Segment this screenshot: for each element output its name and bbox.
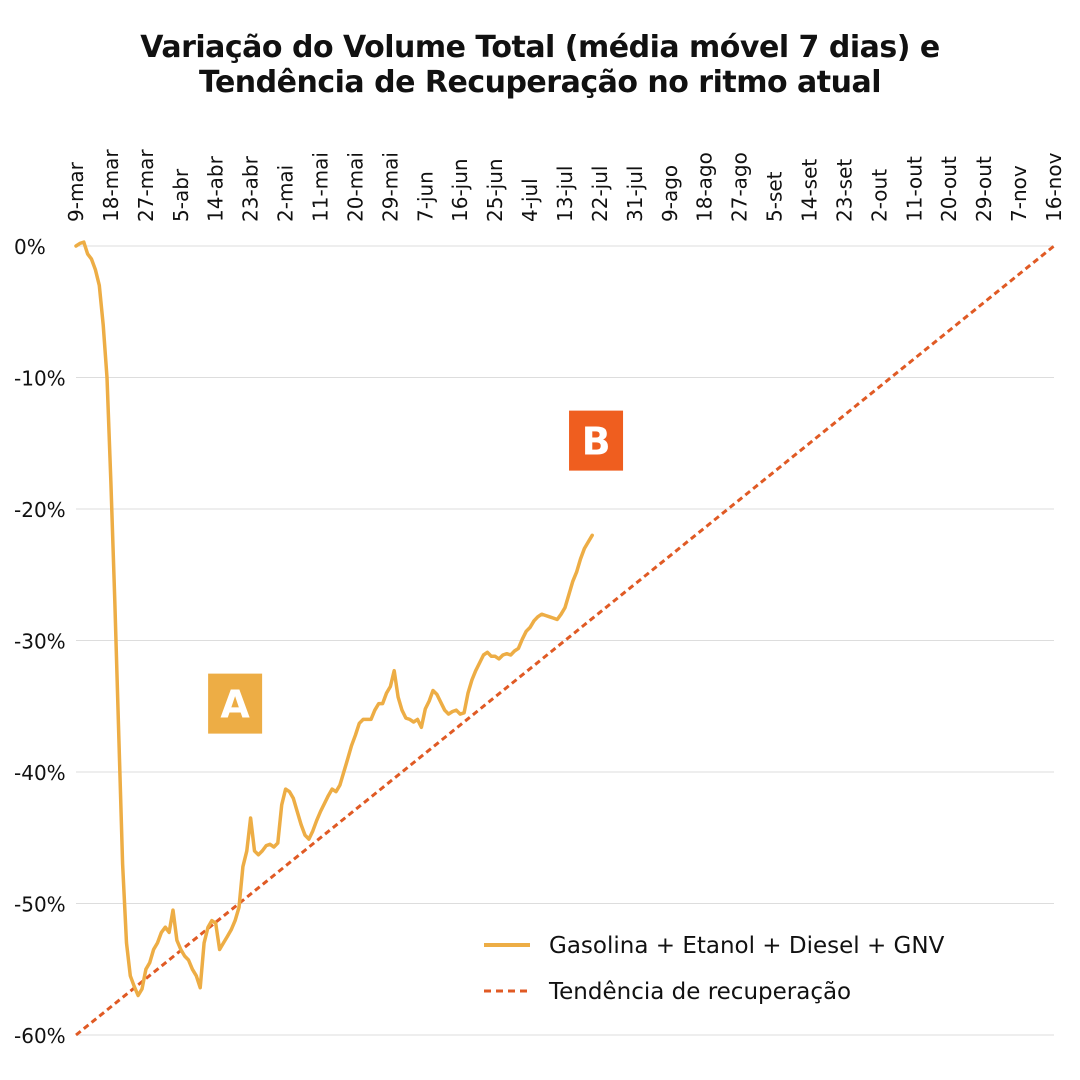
x-tick-label: 14-set xyxy=(798,159,822,222)
x-tick-label: 23-abr xyxy=(239,155,263,222)
x-tick-label: 5-abr xyxy=(169,168,193,222)
y-tick-label: 0% xyxy=(14,235,46,259)
marker-box xyxy=(569,410,624,471)
x-tick-label: 7-nov xyxy=(1007,165,1031,222)
x-tick-label: 31-jul xyxy=(623,166,647,222)
x-tick-label: 16-jun xyxy=(448,158,472,222)
series-layer xyxy=(74,240,1055,1037)
y-tick-label: -30% xyxy=(14,630,66,654)
x-tick-label: 20-mai xyxy=(343,152,367,222)
chart-title: Variação do Volume Total (média móvel 7 … xyxy=(0,30,1080,100)
x-tick-label: 29-out xyxy=(972,156,996,222)
x-tick-label: 27-ago xyxy=(728,152,752,222)
x-tick-label: 14-abr xyxy=(204,155,228,222)
annotation-layer: AB xyxy=(208,410,624,734)
grid-lines xyxy=(76,245,1054,1036)
legend-label: Gasolina + Etanol + Diesel + GNV xyxy=(549,933,945,959)
marker-b: B xyxy=(569,410,624,471)
marker-label: A xyxy=(220,683,250,727)
x-tick-label: 23-set xyxy=(832,159,856,222)
x-tick-label: 9-mar xyxy=(64,161,88,222)
x-tick-label: 11-out xyxy=(902,156,926,222)
x-tick-label: 29-mai xyxy=(378,152,402,222)
x-axis-ticks: 9-mar 18-mar 27-mar 5-abr 14-abr 23-abr 2-mai 1… xyxy=(64,149,1066,222)
marker-label: B xyxy=(582,420,611,464)
x-tick-label: 11-mai xyxy=(309,152,333,222)
x-tick-label: 2-out xyxy=(867,169,891,222)
x-tick-label: 2-mai xyxy=(274,165,298,222)
chart-title-line-1: Variação do Volume Total (média móvel 7 … xyxy=(140,30,940,65)
y-tick-label: -40% xyxy=(14,761,66,785)
x-tick-label: 5-set xyxy=(763,171,787,222)
y-axis-ticks: 0% -10% -20% -30% -40% -50% -60% xyxy=(14,235,66,1048)
x-tick-label: 18-mar xyxy=(99,149,123,222)
x-tick-label: 27-mar xyxy=(134,149,158,222)
x-tick-label: 7-jun xyxy=(413,171,437,222)
x-tick-label: 13-jul xyxy=(553,166,577,222)
marker-box xyxy=(208,673,263,734)
x-tick-label: 25-jun xyxy=(483,158,507,222)
legend: Gasolina + Etanol + Diesel + GNV Tendênci… xyxy=(484,933,945,1005)
y-tick-label: -10% xyxy=(14,367,66,391)
x-tick-label: 18-ago xyxy=(693,152,717,222)
y-tick-label: -60% xyxy=(14,1024,66,1048)
x-tick-label: 9-ago xyxy=(658,165,682,222)
x-tick-label: 16-nov xyxy=(1042,152,1066,222)
x-tick-label: 20-out xyxy=(937,156,961,222)
y-tick-label: -20% xyxy=(14,498,66,522)
volume-line xyxy=(74,240,594,998)
x-tick-label: 22-jul xyxy=(588,166,612,222)
marker-a: A xyxy=(208,673,263,734)
x-tick-label: 4-jul xyxy=(518,178,542,222)
legend-label: Tendência de recuperação xyxy=(548,979,851,1005)
y-tick-label: -50% xyxy=(14,893,66,917)
chart-title-line-2: Tendência de Recuperação no ritmo atual xyxy=(198,65,882,100)
